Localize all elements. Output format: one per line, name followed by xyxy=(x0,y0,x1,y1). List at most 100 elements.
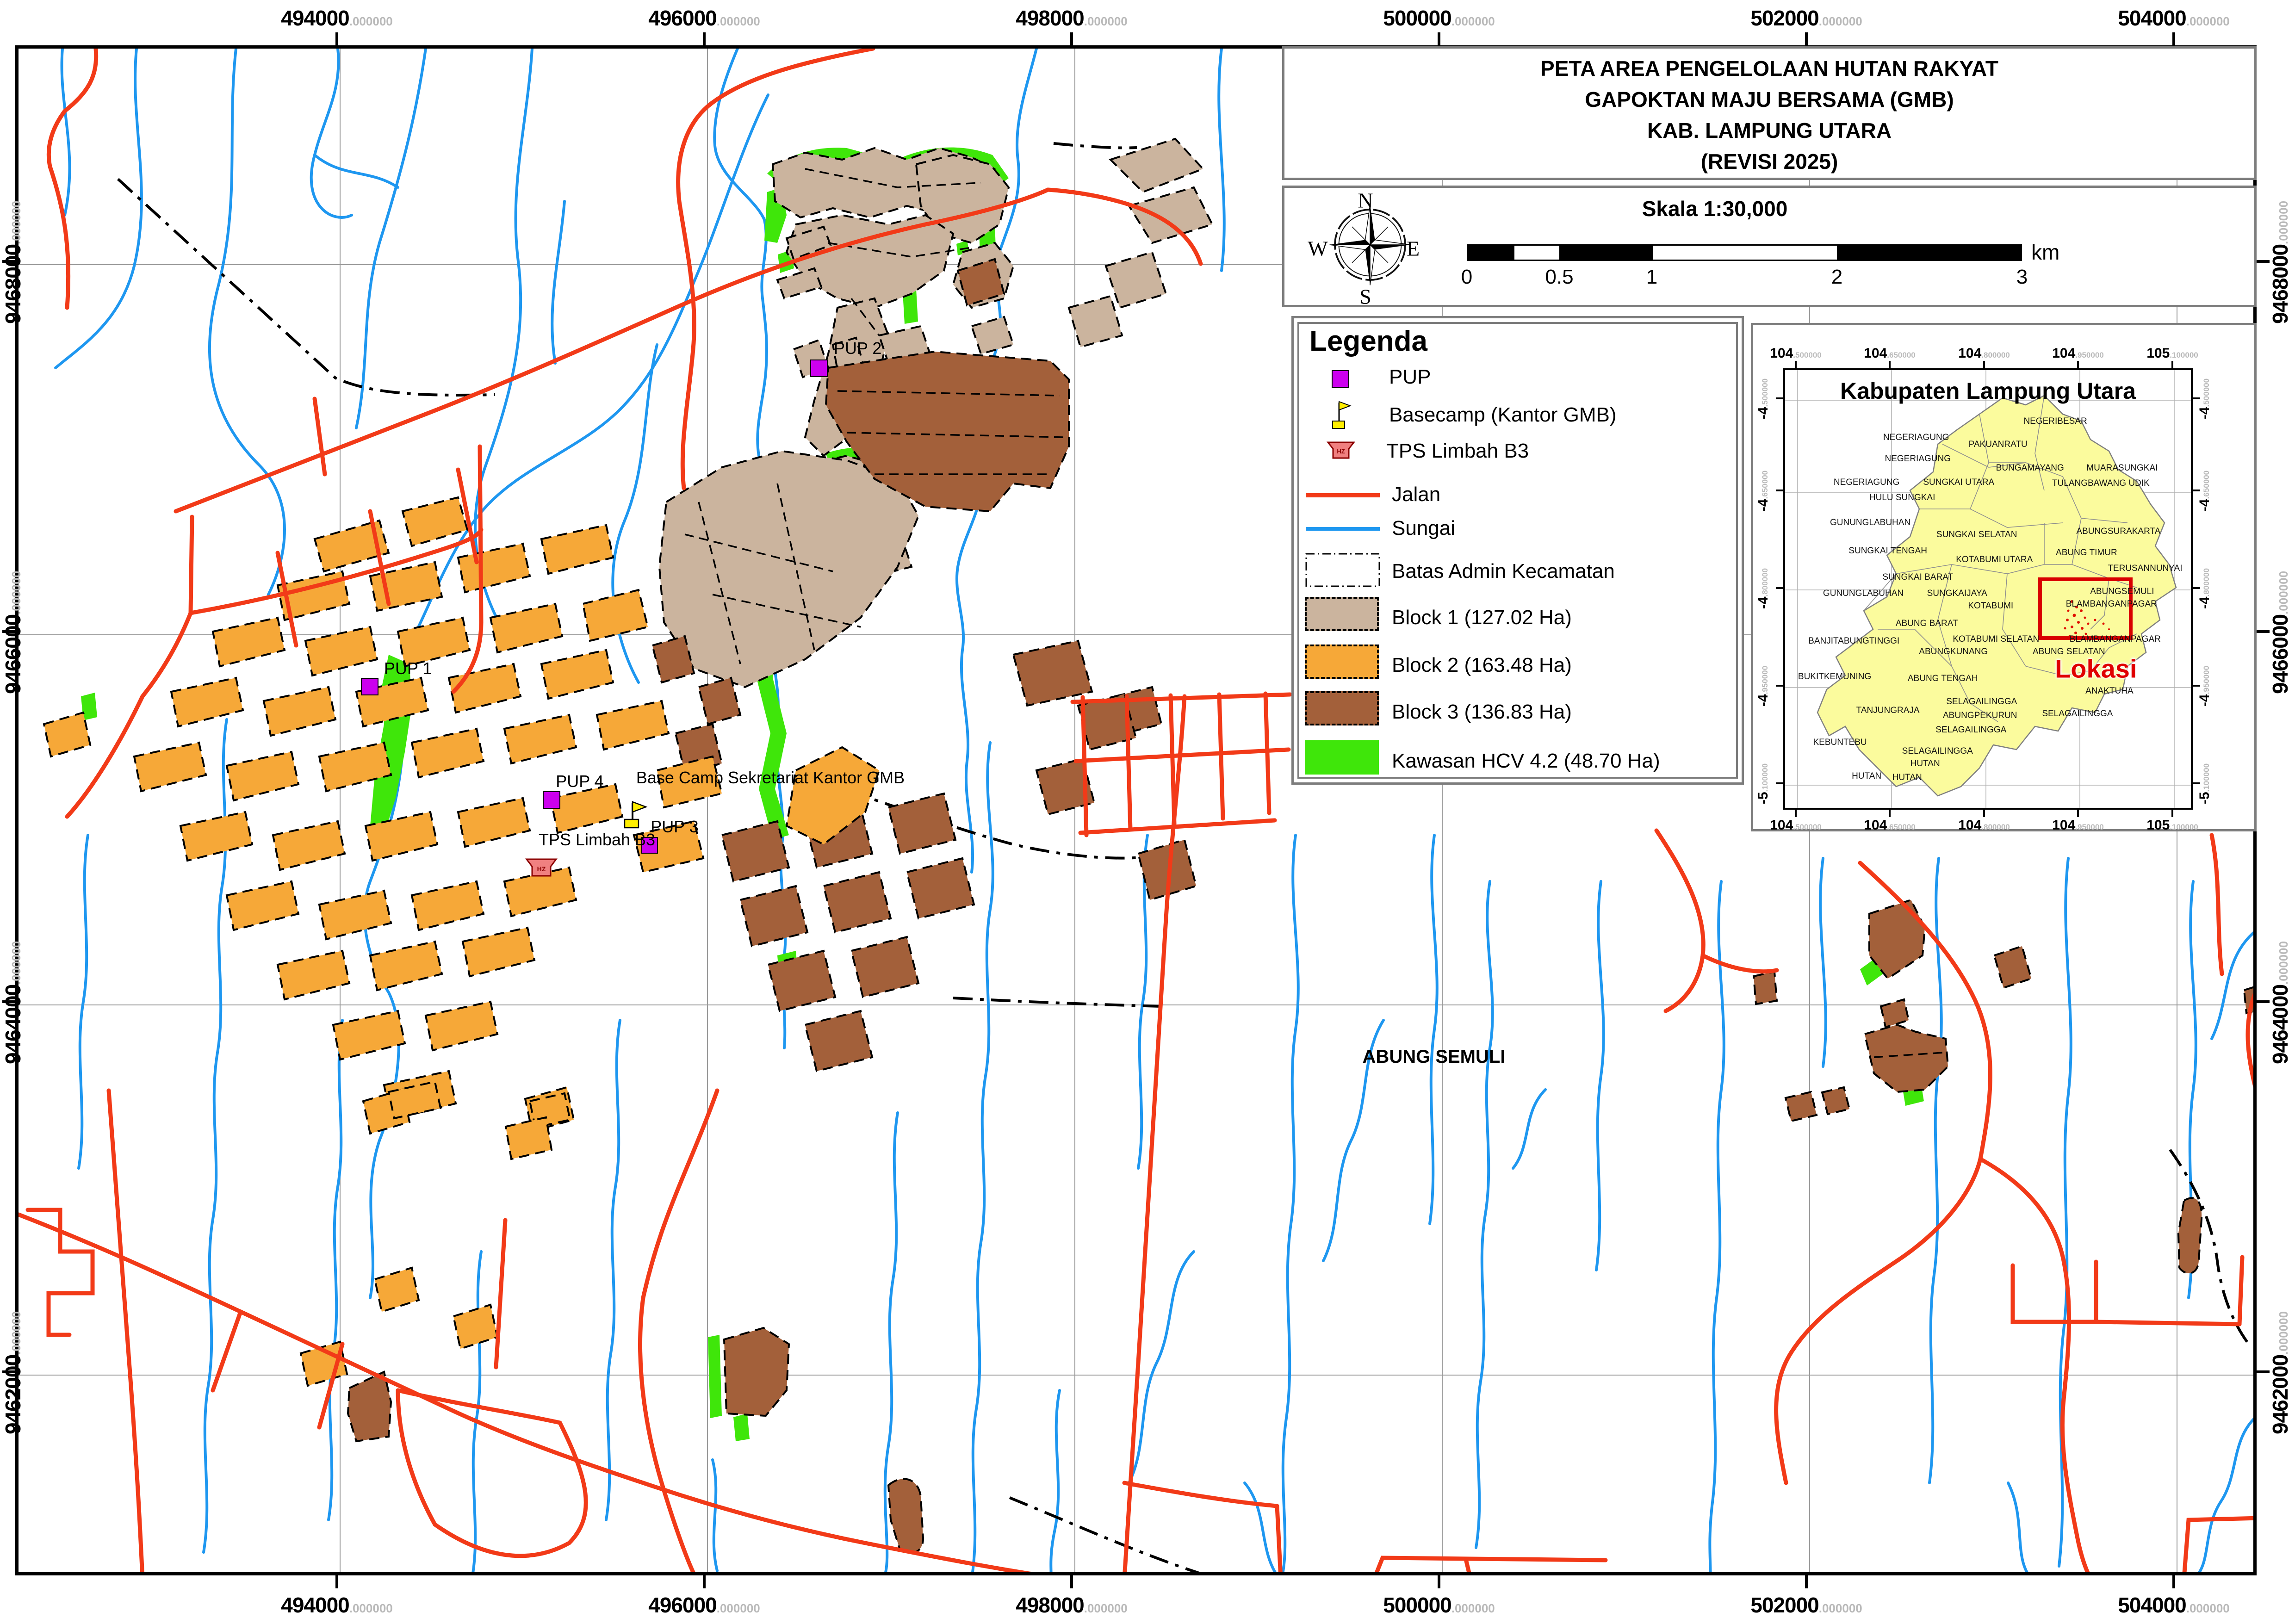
y-tick-left xyxy=(2,630,15,633)
point-markers: HZ xyxy=(361,360,828,877)
pup4-marker xyxy=(543,791,560,809)
inset-y-label-left: -5.100000 xyxy=(1755,763,1771,805)
legend-sungai-label: Sungai xyxy=(1392,517,1456,539)
inset-district-label: HULU SUNGKAI xyxy=(1869,492,1935,502)
inset-lokasi-rectangle xyxy=(2038,577,2133,640)
inset-x-label-bottom: 104.950000 xyxy=(2052,818,2104,833)
x-axis-label-top: 498000.000000 xyxy=(1016,6,1128,30)
y-tick-left xyxy=(2,260,15,263)
inset-district-label: BLAMBANGANPAGAR xyxy=(2069,634,2161,644)
inset-x-label-top: 104.950000 xyxy=(2052,346,2104,361)
inset-x-label-top: 105.100000 xyxy=(2146,346,2198,361)
inset-x-label-top: 104.500000 xyxy=(1770,346,1822,361)
inset-x-tick-bottom xyxy=(2171,810,2173,817)
inset-district-label: ANAKTUHA xyxy=(2085,686,2134,696)
legend-hcv-label: Kawasan HCV 4.2 (48.70 Ha) xyxy=(1392,750,1660,772)
x-axis-label-top: 500000.000000 xyxy=(1383,6,1495,30)
inset-y-tick-left xyxy=(1776,587,1783,589)
svg-text:HZ: HZ xyxy=(537,865,546,873)
inset-y-tick-left xyxy=(1776,490,1783,491)
inset-y-label-right: -4.500000 xyxy=(2197,378,2212,420)
legend-jalan-swatch xyxy=(1306,493,1380,497)
inset-district-label: BUKITKEMUNING xyxy=(1798,672,1872,682)
inset-district-label: ABUNGPEKURUN xyxy=(1943,710,2017,720)
legend-block3-swatch xyxy=(1305,691,1379,725)
x-axis-label-bottom: 504000.000000 xyxy=(2118,1593,2230,1617)
inset-x-tick-top xyxy=(2077,361,2079,368)
inset-district-label: BLAMBANGANPAGAR xyxy=(2066,599,2157,609)
compass-n: N xyxy=(1358,188,1373,212)
legend-title: Legenda xyxy=(1309,325,1427,357)
y-tick-left xyxy=(2,1370,15,1373)
basecamp-label: Base Camp Sekretariat Kantor GMB xyxy=(636,768,905,787)
x-axis-label-bottom: 502000.000000 xyxy=(1750,1593,1862,1617)
legend-box: Legenda PUP Basecamp (Kantor GMB) HZ TPS… xyxy=(1291,316,1744,785)
inset-district-label: SUNGKAI SELATAN xyxy=(1936,529,2017,539)
x-tick-top xyxy=(335,32,338,45)
inset-district-label: SUNGKAI TENGAH xyxy=(1848,546,1927,556)
y-tick-right xyxy=(2257,1370,2270,1373)
inset-district-label: ABUNG BARAT xyxy=(1895,618,1958,628)
inset-y-label-left: -4.950000 xyxy=(1755,665,1771,707)
inset-district-label: PAKUANRATU xyxy=(1968,440,2028,450)
map-title-line2: GAPOKTAN MAJU BERSAMA (GMB) xyxy=(1585,87,1954,112)
x-tick-top xyxy=(1438,32,1440,45)
legend-tps-icon: HZ xyxy=(1326,441,1356,459)
x-axis-label-top: 494000.000000 xyxy=(281,6,393,30)
inset-district-label: SUNGKAI BARAT xyxy=(1882,572,1954,583)
basecamp-flag-icon xyxy=(632,801,648,813)
inset-x-label-top: 104.650000 xyxy=(1864,346,1916,361)
inset-district-label: KEBUNTEBU xyxy=(1813,738,1867,748)
scalebar-0.5: 0.5 xyxy=(1545,266,1574,288)
legend-inner-border xyxy=(1297,322,1738,779)
scalebar-unit: km xyxy=(2031,240,2060,264)
x-axis-label-top: 502000.000000 xyxy=(1750,6,1862,30)
x-axis-label-bottom: 498000.000000 xyxy=(1016,1593,1128,1617)
pup1-label: PUP 1 xyxy=(384,659,432,678)
inset-district-label: SELAGAILINGGA xyxy=(2042,709,2113,719)
inset-district-label: SELAGAILINGGA xyxy=(1902,746,1973,756)
scalebar-3: 3 xyxy=(2016,266,2028,288)
x-axis-label-top: 504000.000000 xyxy=(2118,6,2230,30)
legend-block2-label: Block 2 (163.48 Ha) xyxy=(1392,654,1572,676)
inset-district-label: GUNUNGLABUHAN xyxy=(1830,518,1911,528)
inset-district-label: TANJUNGRAJA xyxy=(1856,705,1920,715)
legend-batas-label: Batas Admin Kecamatan xyxy=(1392,560,1615,583)
inset-district-label: ABUNG TENGAH xyxy=(1907,673,1978,683)
pup2-marker xyxy=(810,360,828,377)
roads-jalan xyxy=(19,49,2253,1572)
inset-map-frame: Kabupaten Lampung Utara NEGERIBESAR NEGER… xyxy=(1783,368,2193,810)
x-tick-bottom xyxy=(2172,1575,2175,1588)
inset-y-tick-right xyxy=(2193,685,2200,687)
inset-x-label-bottom: 105.100000 xyxy=(2146,818,2198,833)
inset-district-label: SUNGKAIJAYA xyxy=(1927,588,1987,598)
legend-jalan-label: Jalan xyxy=(1392,483,1441,506)
inset-district-label: SUNGKAI UTARA xyxy=(1923,477,1995,488)
inset-y-label-left: -4.500000 xyxy=(1755,378,1771,420)
y-axis-label-left: 9466000.000000 xyxy=(1,570,25,694)
legend-block3-label: Block 3 (136.83 Ha) xyxy=(1392,700,1572,723)
x-tick-bottom xyxy=(1070,1575,1073,1588)
inset-district-label: SELAGAILINGGA xyxy=(1946,697,2017,707)
inset-x-tick-top xyxy=(1795,361,1797,368)
inset-district-label: NEGERIAGUNG xyxy=(1833,477,1900,488)
pup1-marker xyxy=(361,678,378,695)
inset-x-tick-top xyxy=(2171,361,2173,368)
inset-x-label-top: 104.800000 xyxy=(1958,346,2010,361)
x-axis-label-bottom: 496000.000000 xyxy=(648,1593,760,1617)
inset-location-dots xyxy=(2064,600,2110,640)
map-title-line1: PETA AREA PENGELOLAAN HUTAN RAKYAT xyxy=(1540,56,1998,81)
inset-y-label-left: -4.800000 xyxy=(1755,568,1771,609)
inset-x-label-bottom: 104.650000 xyxy=(1864,818,1916,833)
admin-boundary-lines xyxy=(117,142,2250,1572)
inset-title: Kabupaten Lampung Utara xyxy=(1840,378,2136,404)
legend-block1-label: Block 1 (127.02 Ha) xyxy=(1392,606,1572,629)
compass-e: E xyxy=(1406,236,1420,260)
legend-tps-label: TPS Limbah B3 xyxy=(1386,440,1529,462)
scale-text: Skala 1:30,000 xyxy=(1642,197,1788,221)
y-axis-label-left: 9464000.000000 xyxy=(1,941,25,1065)
svg-text:HZ: HZ xyxy=(1337,448,1345,455)
x-tick-top xyxy=(703,32,706,45)
inset-district-label: ABUNGSURAKARTA xyxy=(2076,527,2161,537)
